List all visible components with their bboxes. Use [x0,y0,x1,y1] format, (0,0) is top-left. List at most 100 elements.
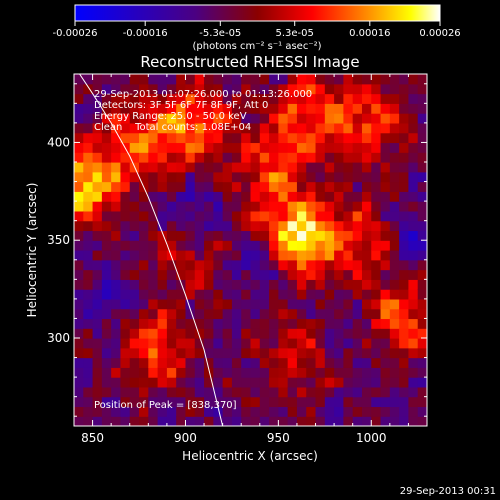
heatmap-cell [157,210,168,222]
heatmap-cell [343,406,354,417]
heatmap-cell [417,201,427,212]
heatmap-cell [92,416,103,426]
heatmap-cell [204,210,214,222]
heatmap-cell [120,259,131,271]
heatmap-cell [371,416,382,426]
heatmap-cell [166,113,177,124]
heatmap-cell [315,132,326,144]
heatmap-cell [101,396,112,408]
heatmap-cell [213,103,224,114]
heatmap-cell [269,406,279,417]
heatmap-cell [380,289,391,300]
heatmap-cell [166,230,177,241]
heatmap-cell [278,250,289,261]
heatmap-cell [194,259,205,271]
heatmap-cell [176,230,187,241]
heatmap-cell [241,318,252,329]
heatmap-cell [399,338,410,349]
heatmap-cell [361,93,372,104]
heatmap-cell [129,259,140,271]
heatmap-cell [111,289,122,300]
heatmap-cell [222,240,233,251]
heatmap-cell [185,83,196,95]
heatmap-cell [129,367,140,378]
colorbar-unit-label: (photons cm⁻² s⁻¹ asec⁻²) [192,41,321,52]
heatmap-cell [259,240,270,251]
heatmap-cell [74,210,84,222]
heatmap-cell [92,83,103,95]
heatmap-cell [92,357,103,368]
heatmap-cell [157,191,168,202]
heatmap-cell [185,377,196,388]
heatmap-cell [213,386,224,398]
heatmap-cell [83,308,94,320]
heatmap-cell [250,132,261,144]
heatmap-cell [399,122,410,134]
heatmap-cell [296,181,307,192]
heatmap-cell [287,250,298,261]
heatmap-cell [389,318,400,329]
heatmap-cell [334,83,344,95]
heatmap-cell [380,386,391,398]
heatmap-cell [194,132,205,144]
heatmap-cell [83,162,94,173]
heatmap-cell [287,338,298,349]
heatmap-cell [287,357,298,368]
heatmap-cell [231,83,242,95]
heatmap-cell [83,132,94,144]
heatmap-cell [296,250,307,261]
heatmap-cell [408,83,419,95]
heatmap-cell [334,269,344,280]
heatmap-cell [417,230,427,241]
heatmap-cell [306,357,317,368]
heatmap-cell [74,279,84,290]
heatmap-cell [148,347,159,359]
heatmap-cell [139,240,149,251]
heatmap-cell [315,103,326,114]
heatmap-cell [185,396,196,408]
heatmap-cell [361,181,372,192]
heatmap-cell [296,171,307,183]
heatmap-cell [334,347,344,359]
heatmap-cell [250,201,261,212]
heatmap-cell [250,279,261,290]
heatmap-cell [343,347,354,359]
heatmap-cell [129,279,140,290]
heatmap-cell [213,318,224,329]
heatmap-cell [222,259,233,271]
heatmap-cell [83,386,94,398]
heatmap-cell [129,103,140,114]
heatmap-cell [120,132,131,144]
heatmap-cell [296,347,307,359]
heatmap-cell [250,406,261,417]
heatmap-cell [389,259,400,271]
heatmap-cell [296,93,307,104]
heatmap-cell [334,259,344,271]
heatmap-cell [408,122,419,134]
heatmap-cell [101,259,112,271]
heatmap-cell [204,142,214,153]
heatmap-cell [278,298,289,310]
heatmap-cell [139,210,149,222]
heatmap-cell [222,386,233,398]
heatmap-cell [241,386,252,398]
heatmap-cell [83,74,94,85]
heatmap-cell [139,357,149,368]
heatmap-cell [111,74,122,85]
heatmap-cell [157,396,168,408]
heatmap-cell [120,396,131,408]
heatmap-cell [334,386,344,398]
heatmap-cell [250,191,261,202]
heatmap-cell [101,113,112,124]
heatmap-cell [269,240,279,251]
heatmap-cell [101,83,112,95]
heatmap-cell [231,416,242,426]
heatmap-cell [259,181,270,192]
heatmap-cell [185,162,196,173]
heatmap-cell [241,230,252,241]
heatmap-cell [315,142,326,153]
heatmap-cell [352,338,363,349]
heatmap-cell [399,416,410,426]
heatmap-cell [417,142,427,153]
heatmap-cell [176,103,187,114]
